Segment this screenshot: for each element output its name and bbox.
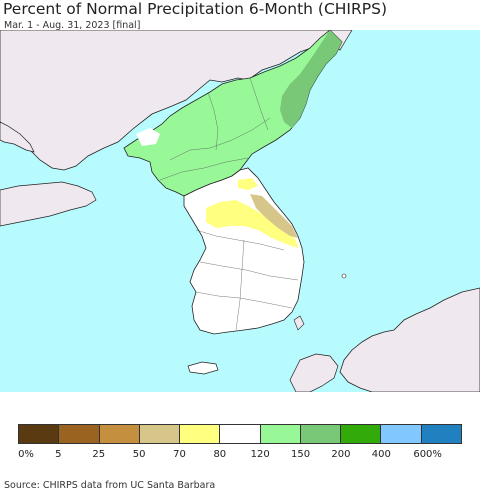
map-title: Percent of Normal Precipitation 6-Month …: [3, 0, 387, 18]
legend-colorbar: [18, 424, 462, 444]
legend-swatch: [260, 425, 301, 443]
ulleung-island: [341, 273, 347, 279]
legend-tick-label: 0%: [18, 449, 34, 460]
legend-ticks: 0% 5 25 50 70 80 120 150 200 400 600%: [0, 449, 480, 463]
jeju-island: [187, 361, 219, 375]
legend-tick-label: 50: [132, 449, 146, 460]
shandong-peninsula: [0, 181, 97, 227]
legend-tick-label: 400: [371, 449, 391, 460]
legend-tick-label: 600%: [413, 449, 442, 460]
south-korea-drier-area: [250, 194, 298, 238]
japan-kyushu: [289, 353, 339, 392]
legend-swatch: [99, 425, 140, 443]
precipitation-map: [0, 30, 480, 392]
province-boundaries: [159, 77, 299, 331]
japan-landmass: [339, 287, 480, 392]
south-korea-dry-belt: [206, 200, 298, 248]
legend-swatch: [220, 425, 261, 443]
legend-swatch: [341, 425, 382, 443]
legend-tick-label: 120: [250, 449, 270, 460]
seoul-dry-patch: [238, 178, 258, 190]
legend-tick-label: 25: [92, 449, 106, 460]
legend-swatch: [19, 425, 60, 443]
tsushima-island: [293, 315, 305, 331]
legend-tick-label: 200: [331, 449, 351, 460]
legend-swatch: [59, 425, 100, 443]
legend-tick-label: 80: [213, 449, 227, 460]
legend-swatch: [180, 425, 221, 443]
legend-swatch: [139, 425, 181, 443]
legend-swatch: [300, 425, 342, 443]
north-korea-ne-wet: [280, 30, 342, 128]
legend-swatch: [381, 425, 422, 443]
legend-tick-label: 150: [290, 449, 311, 460]
legend-tick-label: 70: [173, 449, 186, 460]
north-korea-normal-patch: [136, 128, 160, 146]
data-source: Source: CHIRPS data from UC Santa Barbar…: [4, 480, 216, 491]
liaodong-peninsula: [0, 121, 35, 153]
legend-swatch: [421, 425, 461, 443]
legend-tick-label: 5: [55, 449, 62, 460]
map-subtitle: Mar. 1 - Aug. 31, 2023 [final]: [4, 20, 141, 31]
